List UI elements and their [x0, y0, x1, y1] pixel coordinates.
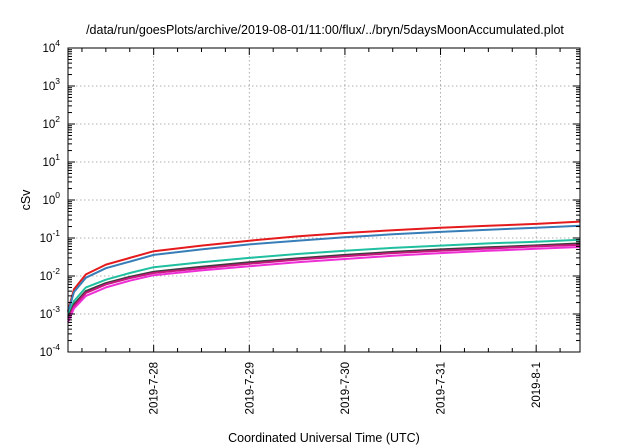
y-tick-base: 10	[42, 43, 55, 55]
y-tick-base: 10	[42, 195, 55, 207]
y-tick-label: 104	[42, 38, 60, 55]
axis-ticks	[68, 47, 580, 353]
y-tick-exponent: -2	[52, 266, 60, 276]
y-tick-label: 101	[42, 152, 60, 169]
y-tick-label: 102	[42, 114, 60, 131]
y-tick-base: 10	[40, 233, 53, 245]
x-tick-label: 2019-8-1	[531, 362, 543, 408]
x-tick-label: 2019-7-30	[340, 362, 352, 414]
y-tick-base: 10	[40, 271, 53, 283]
y-tick-base: 10	[40, 347, 53, 359]
y-tick-exponent: 4	[55, 38, 60, 48]
x-tick-label: 2019-7-28	[149, 362, 161, 414]
y-tick-exponent: 3	[55, 76, 60, 86]
series-line-5	[67, 243, 581, 321]
series-line-1	[67, 220, 581, 312]
x-tick-labels: 2019-7-28 2019-7-29 2019-7-30 2019-7-31 2019…	[149, 362, 544, 414]
y-tick-exponent: 1	[55, 152, 60, 162]
series-line-6	[67, 246, 581, 323]
series-lines	[67, 220, 581, 323]
y-tick-base: 10	[42, 157, 55, 169]
y-tick-exponent: -4	[52, 342, 60, 352]
series-line-3	[67, 238, 581, 317]
y-tick-label: 10-2	[40, 266, 61, 283]
x-tick-label: 2019-7-31	[436, 362, 448, 414]
y-axis-label: cSv	[19, 189, 33, 211]
y-tick-label: 103	[42, 76, 60, 93]
x-tick-label: 2019-7-29	[244, 362, 256, 414]
series-line-2	[67, 224, 581, 313]
y-tick-exponent: -1	[52, 228, 60, 238]
series-line-4	[67, 242, 581, 319]
y-tick-label: 10-3	[40, 304, 61, 321]
y-tick-label: 100	[42, 190, 60, 207]
y-tick-base: 10	[40, 309, 53, 321]
chart-title: /data/run/goesPlots/archive/2019-08-01/1…	[86, 23, 564, 37]
grid-lines	[68, 48, 580, 352]
y-tick-exponent: -3	[52, 304, 60, 314]
y-tick-base: 10	[42, 81, 55, 93]
y-tick-label: 10-1	[40, 228, 61, 245]
y-tick-exponent: 0	[55, 190, 60, 200]
x-axis-label: Coordinated Universal Time (UTC)	[228, 431, 420, 445]
y-tick-label: 10-4	[40, 342, 61, 359]
y-tick-exponent: 2	[55, 114, 60, 124]
y-tick-base: 10	[42, 119, 55, 131]
